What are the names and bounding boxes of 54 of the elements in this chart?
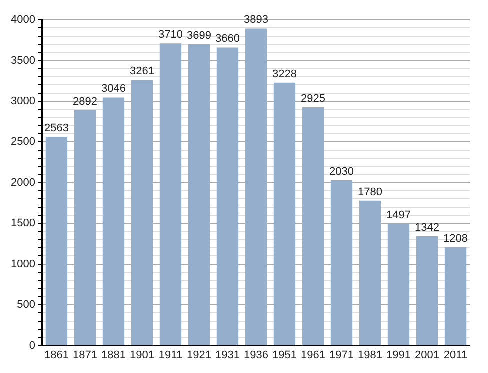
data-label: 3261 xyxy=(130,66,154,78)
bar xyxy=(102,98,125,346)
bar xyxy=(359,200,382,346)
data-label: 3710 xyxy=(158,29,183,42)
bar xyxy=(131,80,154,346)
data-label: 3699 xyxy=(186,30,212,42)
bar xyxy=(216,48,239,346)
x-tick-label: 1911 xyxy=(158,349,183,362)
x-tick-label: 2001 xyxy=(415,349,440,362)
data-label: 1497 xyxy=(386,209,411,222)
bar xyxy=(46,137,68,346)
data-label: 1780 xyxy=(358,186,382,198)
data-label: 3046 xyxy=(101,83,126,96)
x-tick-label: 1961 xyxy=(300,349,326,362)
x-tick-label: 1871 xyxy=(72,349,98,362)
x-tick-label: 1881 xyxy=(101,349,126,362)
y-tick-label: 1500 xyxy=(10,218,36,230)
data-label: 1342 xyxy=(415,222,440,234)
y-tick-label: 3500 xyxy=(10,54,36,67)
bar xyxy=(302,108,324,346)
data-label: 2925 xyxy=(300,93,326,106)
y-tick-label: 500 xyxy=(17,299,36,312)
data-label: 2563 xyxy=(44,122,69,135)
x-tick-label: 1971 xyxy=(330,349,354,362)
x-tick-label: 1921 xyxy=(186,349,212,362)
data-label: 3893 xyxy=(244,14,268,26)
x-tick-label: 1951 xyxy=(272,349,297,362)
y-tick-label: 4000 xyxy=(10,14,36,26)
data-label: 3660 xyxy=(215,33,240,46)
bar xyxy=(330,180,353,346)
x-tick-label: 1991 xyxy=(386,349,411,362)
data-label: 2030 xyxy=(330,166,354,178)
bar xyxy=(160,44,182,346)
data-label: 3228 xyxy=(272,68,297,80)
y-tick-label: 2000 xyxy=(10,176,36,189)
y-tick-label: 0 xyxy=(29,340,36,352)
x-tick-label: 1936 xyxy=(244,349,268,362)
x-tick-label: 2011 xyxy=(444,349,468,362)
bar xyxy=(416,236,438,346)
x-tick-label: 1981 xyxy=(358,349,382,362)
y-tick-label: 1000 xyxy=(10,258,36,270)
x-tick-label: 1861 xyxy=(44,349,69,362)
data-label: 1208 xyxy=(444,232,468,245)
x-tick-label: 1931 xyxy=(215,349,240,362)
x-tick-label: 1901 xyxy=(130,349,154,362)
bar xyxy=(245,28,268,346)
bar xyxy=(444,247,467,346)
bar xyxy=(388,224,410,346)
y-tick-label: 2500 xyxy=(10,136,36,148)
data-label: 2892 xyxy=(72,96,98,108)
bar xyxy=(74,110,96,346)
y-tick-label: 3000 xyxy=(10,95,36,108)
bar xyxy=(274,82,296,346)
bar xyxy=(188,44,210,346)
